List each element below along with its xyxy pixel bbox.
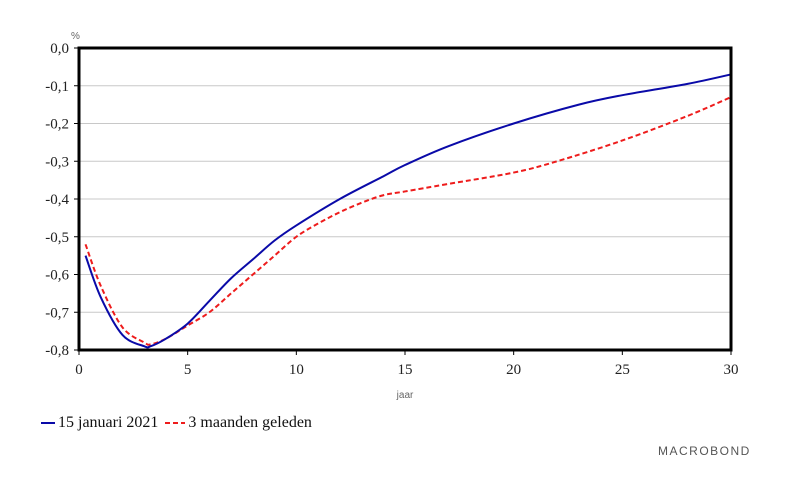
legend: 15 januari 2021 3 maanden geleden bbox=[40, 414, 318, 432]
legend-swatch-dashed bbox=[165, 422, 186, 424]
legend-label-series-1: 15 januari 2021 bbox=[58, 414, 159, 431]
x-tick-label: 15 bbox=[398, 362, 413, 378]
x-tick-label: 20 bbox=[506, 362, 521, 378]
y-axis-label: % bbox=[71, 31, 80, 42]
legend-item-series-2: 3 maanden geleden bbox=[164, 414, 312, 432]
series-line-2 bbox=[84, 96, 732, 346]
x-tick-label: 0 bbox=[75, 362, 83, 378]
y-tick-label: -0,6 bbox=[45, 268, 69, 284]
x-tick-label: 30 bbox=[724, 362, 739, 378]
y-tick-label: -0,3 bbox=[45, 154, 69, 170]
y-tick-label: -0,7 bbox=[45, 305, 69, 321]
macrobond-logo: MACROBOND bbox=[658, 444, 751, 458]
x-tick-label: 10 bbox=[289, 362, 304, 378]
y-tick-label: -0,5 bbox=[45, 230, 69, 246]
x-axis-ticks: 0 5 10 15 20 25 30 bbox=[75, 350, 739, 378]
x-axis-label: jaar bbox=[396, 390, 414, 401]
y-tick-label: -0,4 bbox=[45, 192, 69, 208]
gridlines bbox=[79, 85, 731, 313]
legend-label-series-2: 3 maanden geleden bbox=[188, 414, 312, 431]
y-tick-label: -0,1 bbox=[45, 79, 69, 95]
y-tick-label: -0,8 bbox=[45, 343, 69, 359]
y-axis-ticks: 0,0 -0,1 -0,2 -0,3 -0,4 -0,5 -0,6 -0,7 -0,8 bbox=[45, 41, 79, 359]
y-tick-label: 0,0 bbox=[50, 41, 69, 57]
y-tick-label: -0,2 bbox=[45, 117, 69, 133]
series-line-1 bbox=[84, 73, 732, 349]
legend-swatch-solid bbox=[41, 422, 55, 424]
series-layer bbox=[84, 73, 732, 349]
legend-item-series-1: 15 januari 2021 bbox=[40, 414, 158, 432]
x-tick-label: 5 bbox=[184, 362, 192, 378]
x-tick-label: 25 bbox=[615, 362, 630, 378]
